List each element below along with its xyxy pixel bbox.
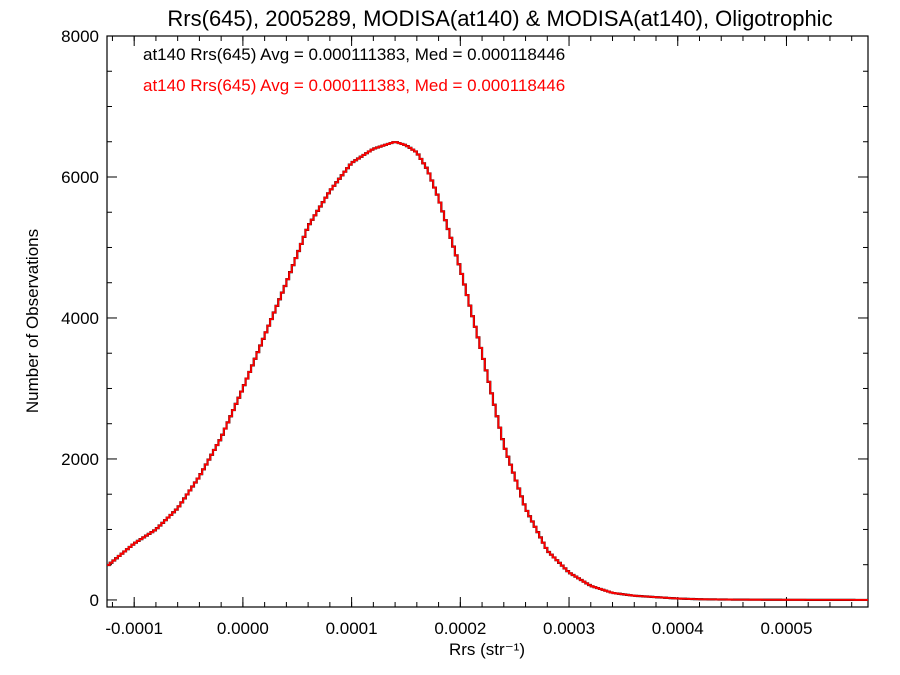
y-tick-label: 6000: [61, 168, 99, 187]
series-layer: [107, 141, 868, 602]
x-tick-label: 0.0000: [217, 619, 269, 638]
x-tick-label: 0.0002: [434, 619, 486, 638]
series-red-histogram: [107, 141, 868, 601]
y-axis-ticks: 0 2000 4000 6000 8000: [61, 27, 868, 610]
x-axis-ticks: -0.0001 0.0000 0.0001 0.0002 0.0003 0.0004 0.0…: [105, 36, 853, 638]
x-tick-label: 0.0005: [760, 619, 812, 638]
x-tick-label: 0.0003: [543, 619, 595, 638]
x-tick-label: 0.0004: [652, 619, 704, 638]
plot-frame: [106, 35, 869, 608]
x-axis-label: Rrs (str⁻¹): [449, 640, 525, 659]
legend-entry-red: at140 Rrs(645) Avg = 0.000111383, Med = …: [143, 76, 565, 95]
y-tick-label: 8000: [61, 27, 99, 46]
y-tick-label: 2000: [61, 450, 99, 469]
y-axis-label: Number of Observations: [23, 229, 42, 413]
legend-entry-black: at140 Rrs(645) Avg = 0.000111383, Med = …: [143, 45, 565, 64]
y-tick-label: 4000: [61, 309, 99, 328]
y-tick-label: 0: [90, 591, 99, 610]
chart-title: Rrs(645), 2005289, MODISA(at140) & MODIS…: [167, 6, 832, 31]
x-tick-label: 0.0001: [326, 619, 378, 638]
x-tick-label: -0.0001: [105, 619, 163, 638]
